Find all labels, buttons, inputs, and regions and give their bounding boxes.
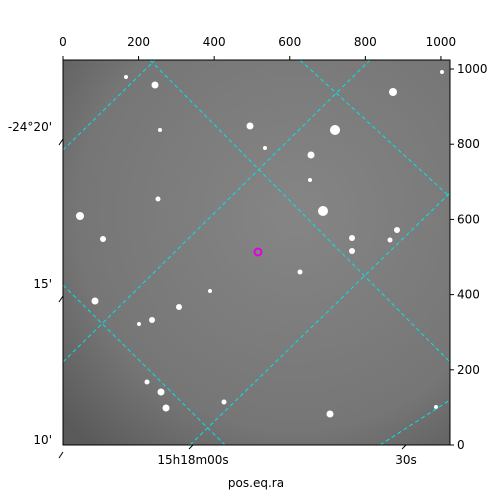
- ra-tick-label: 30s: [395, 453, 417, 467]
- y-tick-label: 400: [457, 288, 480, 302]
- x-tick-label: 200: [127, 35, 150, 49]
- axes-frame: [62, 59, 451, 446]
- dec-tick-label: 15': [33, 277, 52, 291]
- dec-tick: [58, 138, 64, 146]
- coordinate-grid: [63, 60, 450, 445]
- dec-tick-label: 10': [33, 433, 52, 447]
- y-tick-label: 1000: [457, 62, 488, 76]
- x-tick-label: 0: [59, 35, 67, 49]
- y-tick-label: 600: [457, 212, 480, 226]
- y-tick-label: 800: [457, 137, 480, 151]
- x-tick-label: 1000: [426, 35, 457, 49]
- y-tick-label: 0: [457, 438, 465, 452]
- ra-tick-label: 15h18m00s: [157, 453, 228, 467]
- sky-image: [63, 60, 450, 445]
- dec-tick: [58, 295, 64, 303]
- x-axis-label: pos.eq.ra: [228, 476, 284, 490]
- dec-tick: [58, 451, 64, 459]
- x-tick-label: 800: [354, 35, 377, 49]
- dec-tick-label: -24°20': [8, 120, 52, 134]
- y-tick-label: 200: [457, 363, 480, 377]
- stars: [76, 70, 444, 418]
- target-marker: [253, 247, 263, 257]
- ra-tick: [401, 444, 407, 450]
- x-tick-label: 600: [278, 35, 301, 49]
- x-tick-label: 400: [203, 35, 226, 49]
- ra-tick: [188, 444, 194, 450]
